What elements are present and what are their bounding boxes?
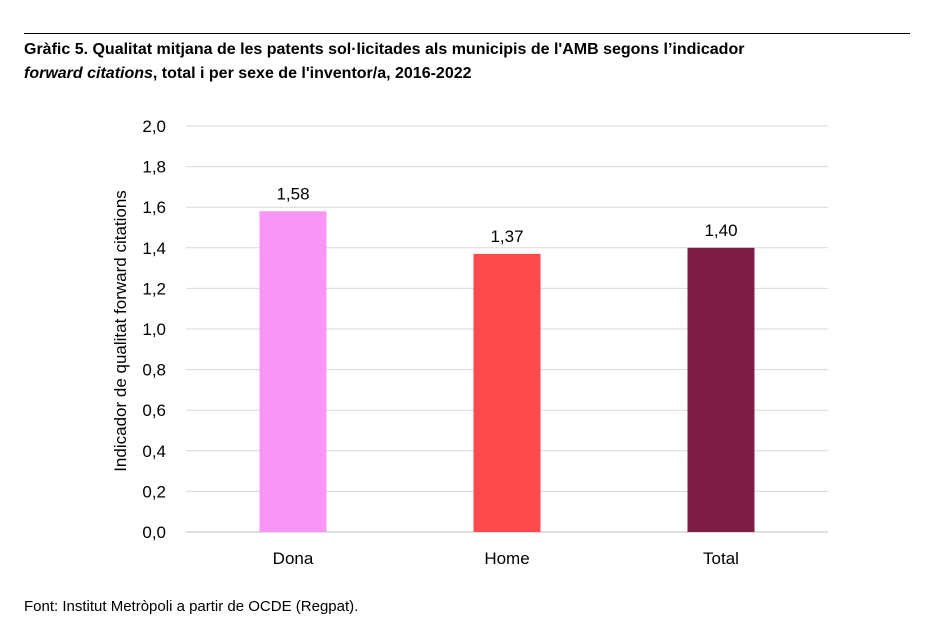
y-tick-label: 1,6 [142, 198, 166, 217]
y-tick-label: 0,2 [142, 482, 166, 501]
y-tick-label: 0,6 [142, 401, 166, 420]
title-line1: Gràfic 5. Qualitat mitjana de les patent… [24, 41, 745, 58]
bar-home [473, 253, 541, 532]
bar-dona [259, 211, 327, 532]
top-rule [24, 33, 910, 34]
y-tick-label: 0,8 [142, 361, 166, 380]
y-tick-label: 0,4 [142, 442, 166, 461]
title-line2: , total i per sexe de l'inventor/a, 2016… [152, 65, 472, 82]
source-note: Font: Institut Metròpoli a partir de OCD… [24, 598, 359, 615]
y-tick-label: 1,2 [142, 279, 166, 298]
y-tick-label: 1,4 [142, 239, 166, 258]
chart-title: Gràfic 5. Qualitat mitjana de les patent… [24, 38, 910, 86]
bar-total [687, 247, 755, 533]
x-tick-label: Total [703, 549, 739, 568]
y-tick-label: 1,8 [142, 158, 166, 177]
x-tick-label: Home [484, 549, 529, 568]
y-tick-label: 2,0 [142, 117, 166, 136]
data-label: 1,58 [276, 184, 309, 203]
y-tick-label: 1,0 [142, 320, 166, 339]
y-tick-label: 0,0 [142, 523, 166, 542]
data-label: 1,40 [704, 221, 737, 240]
title-italic: forward citations [24, 65, 153, 82]
y-axis-label: Indicador de qualitat forward citations [111, 190, 130, 472]
data-label: 1,37 [490, 227, 523, 246]
x-tick-label: Dona [273, 549, 314, 568]
